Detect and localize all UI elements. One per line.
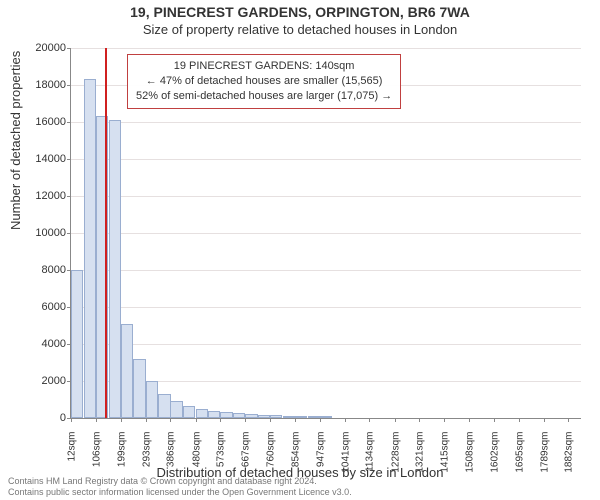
gridline <box>71 270 581 271</box>
xtick-mark <box>220 418 221 422</box>
xtick-mark <box>469 418 470 422</box>
ytick-label: 20000 <box>16 42 66 54</box>
ytick-label: 14000 <box>16 153 66 165</box>
histogram-bar <box>208 411 220 418</box>
y-axis-label: Number of detached properties <box>8 51 23 230</box>
gridline <box>71 159 581 160</box>
histogram-bar <box>170 401 182 418</box>
xtick-mark <box>419 418 420 422</box>
footer-line-1: Contains HM Land Registry data © Crown c… <box>8 476 352 487</box>
ytick-label: 18000 <box>16 79 66 91</box>
ytick-mark <box>67 48 71 49</box>
xtick-mark <box>519 418 520 422</box>
histogram-bar <box>71 270 83 418</box>
marker-line <box>105 48 107 418</box>
property-size-chart: 19, PINECREST GARDENS, ORPINGTON, BR6 7W… <box>0 0 600 500</box>
histogram-bar <box>283 416 295 418</box>
ytick-label: 16000 <box>16 116 66 128</box>
ytick-mark <box>67 233 71 234</box>
histogram-bar <box>84 79 96 418</box>
gridline <box>71 307 581 308</box>
histogram-bar <box>183 406 195 418</box>
gridline <box>71 196 581 197</box>
ytick-label: 8000 <box>16 264 66 276</box>
xtick-mark <box>196 418 197 422</box>
xtick-mark <box>96 418 97 422</box>
gridline <box>71 122 581 123</box>
histogram-bar <box>320 416 332 418</box>
xtick-mark <box>146 418 147 422</box>
xtick-mark <box>444 418 445 422</box>
ytick-label: 6000 <box>16 301 66 313</box>
ytick-label: 12000 <box>16 190 66 202</box>
xtick-mark <box>494 418 495 422</box>
ytick-label: 0 <box>16 412 66 424</box>
gridline <box>71 344 581 345</box>
xtick-mark <box>245 418 246 422</box>
gridline <box>71 48 581 49</box>
ytick-mark <box>67 85 71 86</box>
histogram-bar <box>308 416 320 418</box>
xtick-mark <box>270 418 271 422</box>
ytick-mark <box>67 122 71 123</box>
xtick-mark <box>121 418 122 422</box>
xtick-mark <box>71 418 72 422</box>
footer-line-2: Contains public sector information licen… <box>8 487 352 498</box>
histogram-bar <box>220 412 232 418</box>
histogram-bar <box>233 413 245 418</box>
histogram-bar <box>258 415 270 418</box>
plot-area: 19 PINECREST GARDENS: 140sqm ← 47% of de… <box>70 48 581 419</box>
xtick-mark <box>320 418 321 422</box>
ytick-label: 10000 <box>16 227 66 239</box>
ytick-mark <box>67 196 71 197</box>
histogram-bar <box>158 394 170 418</box>
chart-subtitle: Size of property relative to detached ho… <box>0 22 600 37</box>
histogram-bar <box>121 324 133 418</box>
histogram-bar <box>109 120 121 418</box>
histogram-bar <box>295 416 307 418</box>
xtick-mark <box>295 418 296 422</box>
histogram-bar <box>196 409 208 418</box>
xtick-mark <box>395 418 396 422</box>
xtick-mark <box>170 418 171 422</box>
annotation-line-2: ← 47% of detached houses are smaller (15… <box>136 74 392 89</box>
ytick-mark <box>67 159 71 160</box>
ytick-label: 2000 <box>16 375 66 387</box>
xtick-mark <box>345 418 346 422</box>
annotation-box: 19 PINECREST GARDENS: 140sqm ← 47% of de… <box>127 54 401 109</box>
chart-title: 19, PINECREST GARDENS, ORPINGTON, BR6 7W… <box>0 4 600 20</box>
footer-credits: Contains HM Land Registry data © Crown c… <box>8 476 352 498</box>
annotation-line-1: 19 PINECREST GARDENS: 140sqm <box>136 59 392 74</box>
xtick-mark <box>544 418 545 422</box>
xtick-mark <box>568 418 569 422</box>
xtick-mark <box>369 418 370 422</box>
annotation-line-3: 52% of semi-detached houses are larger (… <box>136 89 392 104</box>
histogram-bar <box>245 414 257 418</box>
histogram-bar <box>270 415 282 418</box>
ytick-label: 4000 <box>16 338 66 350</box>
histogram-bar <box>146 381 158 418</box>
histogram-bar <box>133 359 145 418</box>
gridline <box>71 233 581 234</box>
